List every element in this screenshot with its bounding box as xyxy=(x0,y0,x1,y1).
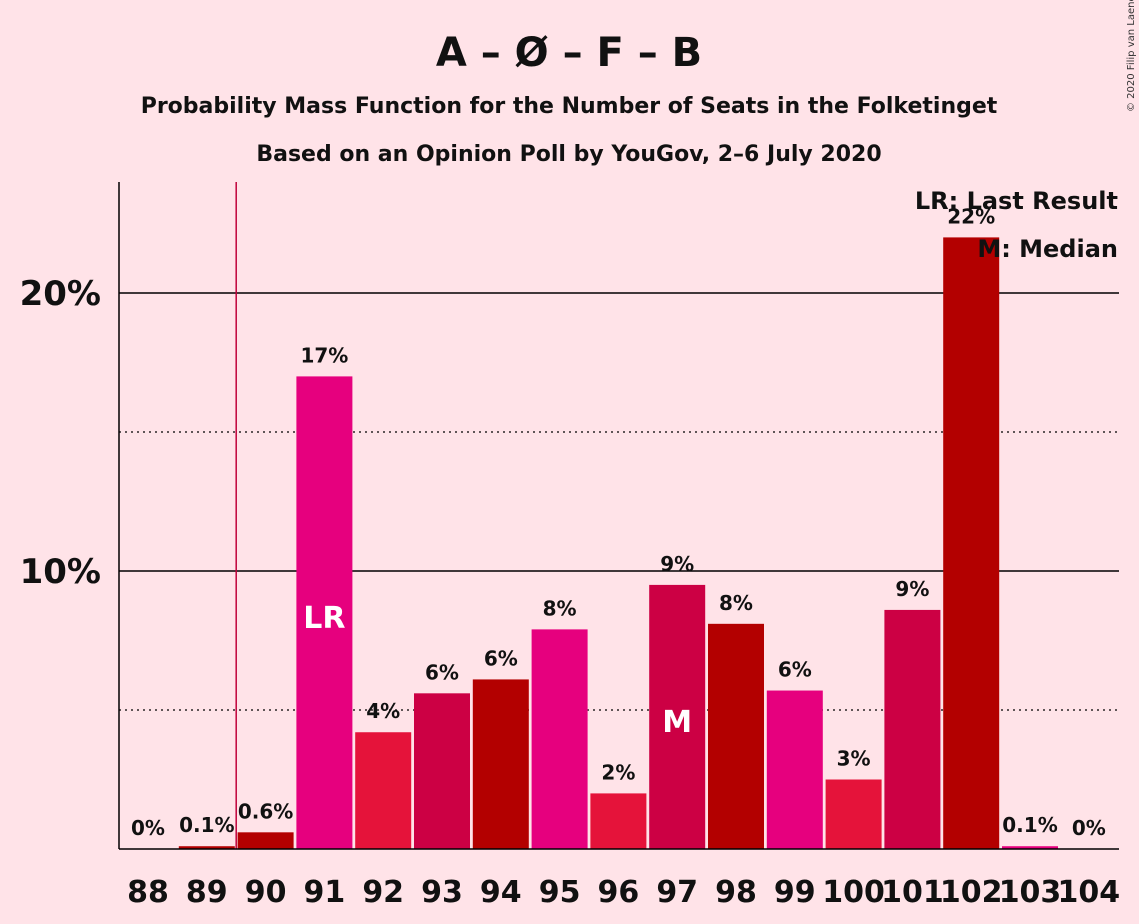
y-tick-label: 10% xyxy=(20,552,101,592)
x-tick-label: 94 xyxy=(480,875,522,910)
data-label: 9% xyxy=(895,577,929,601)
x-tick-label: 93 xyxy=(421,875,463,910)
bar xyxy=(531,629,588,849)
bar xyxy=(237,832,294,849)
chart-subtitle: Probability Mass Function for the Number… xyxy=(141,94,998,119)
last-result-marker: LR xyxy=(303,601,345,636)
bar xyxy=(590,793,647,849)
data-label: 22% xyxy=(947,204,995,228)
bar xyxy=(766,690,823,849)
bar xyxy=(649,584,706,849)
y-axis-ticks: 10% 20% xyxy=(20,274,101,592)
x-tick-label: 92 xyxy=(362,875,404,910)
data-label: 8% xyxy=(543,596,577,620)
data-label: 2% xyxy=(601,760,635,784)
data-label: 17% xyxy=(300,343,348,367)
bars xyxy=(178,237,1058,849)
data-label: 3% xyxy=(837,747,871,771)
bar xyxy=(943,237,1000,849)
data-label: 0% xyxy=(131,816,165,840)
bar xyxy=(708,623,764,849)
x-tick-label: 97 xyxy=(656,875,698,910)
chart-subtitle-2: Based on an Opinion Poll by YouGov, 2–6 … xyxy=(256,142,881,167)
x-tick-label: 102 xyxy=(940,875,1003,910)
x-tick-label: 101 xyxy=(881,875,944,910)
legend-median: M: Median xyxy=(977,235,1118,263)
x-tick-label: 95 xyxy=(539,875,581,910)
y-tick-label: 20% xyxy=(20,274,101,314)
bar xyxy=(414,693,470,849)
x-tick-label: 104 xyxy=(1057,875,1120,910)
x-tick-label: 91 xyxy=(304,875,346,910)
data-label: 0.1% xyxy=(179,813,234,837)
bar xyxy=(355,732,412,849)
data-label: 0.6% xyxy=(238,799,293,823)
bar xyxy=(296,376,353,849)
x-tick-label: 90 xyxy=(245,875,287,910)
bar xyxy=(1002,846,1058,849)
data-labels: 0% 0.1%0.6%17%4%6%6%8%2%9%8%6%3%9%22%0.1%… xyxy=(131,204,1106,840)
data-label: 6% xyxy=(425,660,459,684)
data-label: 9% xyxy=(660,552,694,576)
bar xyxy=(472,679,529,849)
data-label: 6% xyxy=(484,646,518,670)
bar xyxy=(884,609,941,849)
copyright-note: © 2020 Filip van Laenen xyxy=(1126,0,1137,112)
data-label: 6% xyxy=(778,658,812,682)
x-tick-label: 99 xyxy=(774,875,816,910)
data-label: 8% xyxy=(719,591,753,615)
legend-last-result: LR: Last Result xyxy=(915,187,1118,215)
bar xyxy=(825,779,882,849)
x-tick-label: 96 xyxy=(598,875,640,910)
x-tick-label: 98 xyxy=(715,875,757,910)
x-tick-label: 100 xyxy=(822,875,885,910)
x-tick-label: 103 xyxy=(999,875,1062,910)
x-tick-label: 89 xyxy=(186,875,228,910)
data-label: 4% xyxy=(366,699,400,723)
data-label: 0.1% xyxy=(1002,813,1057,837)
median-marker: M xyxy=(662,705,692,740)
chart-title: A – Ø – F – B xyxy=(436,30,702,76)
data-label: 0% xyxy=(1072,816,1106,840)
bar xyxy=(178,846,235,849)
x-tick-label: 88 xyxy=(127,875,169,910)
